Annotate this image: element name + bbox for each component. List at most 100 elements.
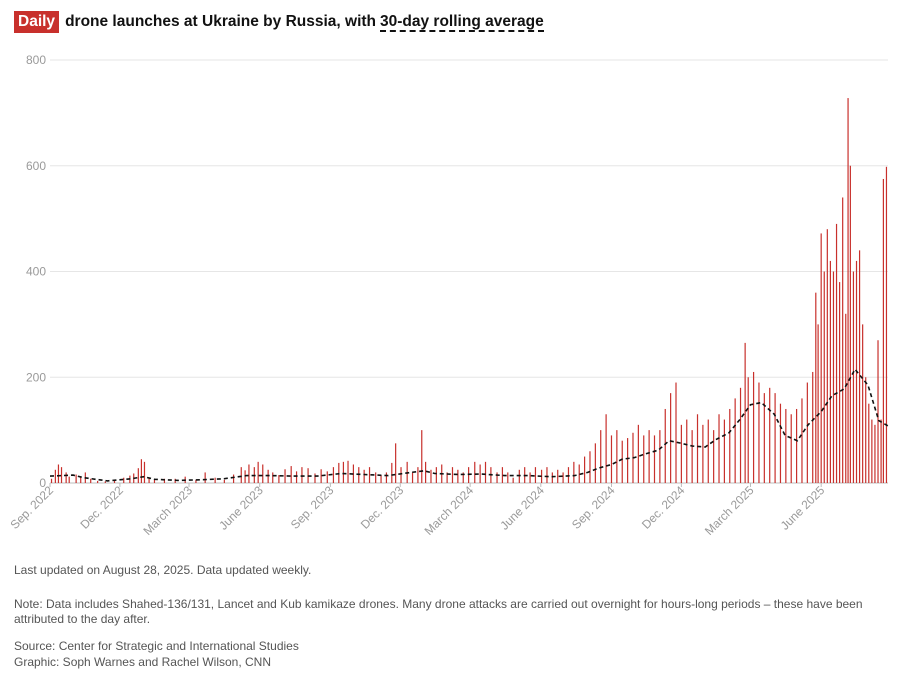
x-tick-label: March 2025 — [702, 483, 757, 538]
bar — [567, 467, 570, 483]
bar — [232, 474, 235, 483]
bar — [113, 479, 116, 483]
bar — [691, 430, 693, 483]
bar — [75, 474, 77, 483]
bar — [806, 382, 808, 483]
bar — [90, 478, 92, 483]
bar — [832, 271, 835, 483]
bar — [801, 398, 803, 483]
bar — [257, 461, 259, 483]
x-tick-label: Sep. 2022 — [8, 483, 57, 532]
bar — [815, 292, 817, 483]
bar — [874, 424, 876, 483]
bar — [616, 430, 618, 483]
bar — [248, 464, 250, 483]
bar — [148, 477, 150, 483]
bar — [817, 324, 819, 483]
y-tick-label: 800 — [26, 53, 46, 67]
bar — [60, 467, 63, 483]
bar — [659, 430, 661, 483]
bar — [417, 467, 419, 483]
bar — [400, 467, 402, 483]
x-tick-label: June 2025 — [778, 483, 828, 533]
bar — [484, 461, 487, 483]
rolling-average-line — [49, 367, 889, 482]
bar — [278, 475, 280, 483]
bar — [195, 479, 197, 483]
bar — [332, 467, 335, 483]
bar — [425, 461, 427, 483]
bar — [551, 472, 553, 483]
graphic-credit-text: Graphic: Soph Warnes and Rachel Wilson, … — [14, 655, 271, 669]
bar — [621, 440, 623, 483]
bar — [284, 469, 286, 483]
bar — [123, 477, 125, 483]
bar — [696, 414, 699, 483]
drone-launch-chart: 0 200 400 600 800 Sep. 2022 Dec. 2022 March 202… — [8, 53, 889, 538]
bar — [557, 469, 559, 483]
last-updated-text: Last updated on August 28, 2025. Data up… — [14, 563, 312, 577]
bar — [368, 467, 371, 483]
bar — [375, 472, 377, 483]
bar — [675, 382, 677, 483]
bar — [795, 408, 798, 483]
bar — [600, 430, 602, 483]
bar — [326, 471, 328, 483]
bar — [729, 408, 731, 483]
x-tick-label: Sep. 2023 — [288, 483, 337, 532]
bar — [826, 229, 828, 483]
bar — [380, 475, 382, 483]
bar — [529, 472, 531, 483]
bar — [739, 387, 742, 483]
x-tick-label: March 2023 — [140, 483, 195, 538]
bar — [594, 443, 596, 483]
x-tick-label: Sep. 2024 — [569, 483, 618, 532]
title-text: drone launches at Ukraine by Russia, wit… — [65, 13, 377, 30]
bar — [140, 459, 143, 483]
bar — [670, 393, 672, 483]
bar — [342, 461, 345, 483]
bar — [512, 477, 514, 483]
bar — [835, 223, 838, 483]
bar — [769, 387, 771, 483]
bar — [474, 461, 476, 483]
bar — [718, 414, 720, 483]
bar — [648, 430, 650, 483]
bar — [744, 342, 746, 483]
bar — [97, 480, 99, 483]
bar — [880, 419, 882, 483]
bar — [790, 414, 792, 483]
bar — [57, 464, 60, 483]
note-text: Note: Data includes Shahed-136/131, Lanc… — [14, 597, 863, 626]
y-tick-label: 0 — [39, 476, 46, 490]
bar — [664, 408, 666, 483]
x-tick-label: June 2023 — [216, 483, 266, 533]
bar — [534, 467, 537, 483]
bar — [627, 438, 629, 483]
bar — [50, 478, 53, 483]
bar — [137, 468, 139, 483]
bar — [320, 469, 322, 483]
bar — [686, 419, 688, 483]
bar — [262, 464, 264, 483]
bar — [605, 414, 607, 483]
bar — [411, 472, 414, 483]
bar — [829, 260, 831, 483]
bar — [680, 424, 682, 483]
bar — [858, 250, 861, 483]
bar — [779, 403, 782, 483]
bar — [347, 460, 349, 483]
bar — [610, 435, 613, 483]
bar — [143, 461, 146, 483]
bar — [865, 377, 867, 483]
bar — [747, 377, 749, 483]
bar — [314, 473, 316, 483]
chart-title: Daily drone launches at Ukraine by Russi… — [14, 10, 544, 34]
bar — [734, 398, 736, 483]
x-tick-label: Dec. 2024 — [639, 483, 688, 532]
bar — [385, 472, 388, 483]
bar — [395, 443, 397, 483]
bar — [153, 479, 156, 483]
bar — [842, 197, 844, 483]
bar — [862, 324, 864, 483]
